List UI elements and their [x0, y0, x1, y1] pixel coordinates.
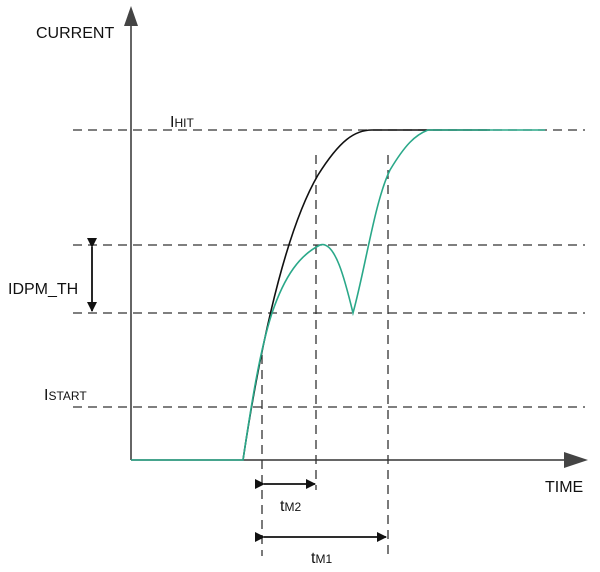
tm1-label: tM1	[311, 550, 332, 567]
y-axis-label: CURRENT	[36, 25, 114, 42]
x-axis-arrow-icon	[564, 452, 588, 468]
y-axis-arrow-icon	[124, 6, 138, 26]
measured-current-curve	[131, 129, 545, 461]
idpm-th-label: IDPM_TH	[8, 281, 78, 298]
reference-current-curve	[242, 129, 490, 461]
x-axis-label: TIME	[545, 479, 583, 496]
ihit-label: IHIT	[170, 114, 194, 131]
tm2-label: tM2	[280, 498, 301, 515]
istart-label: ISTART	[44, 387, 87, 404]
